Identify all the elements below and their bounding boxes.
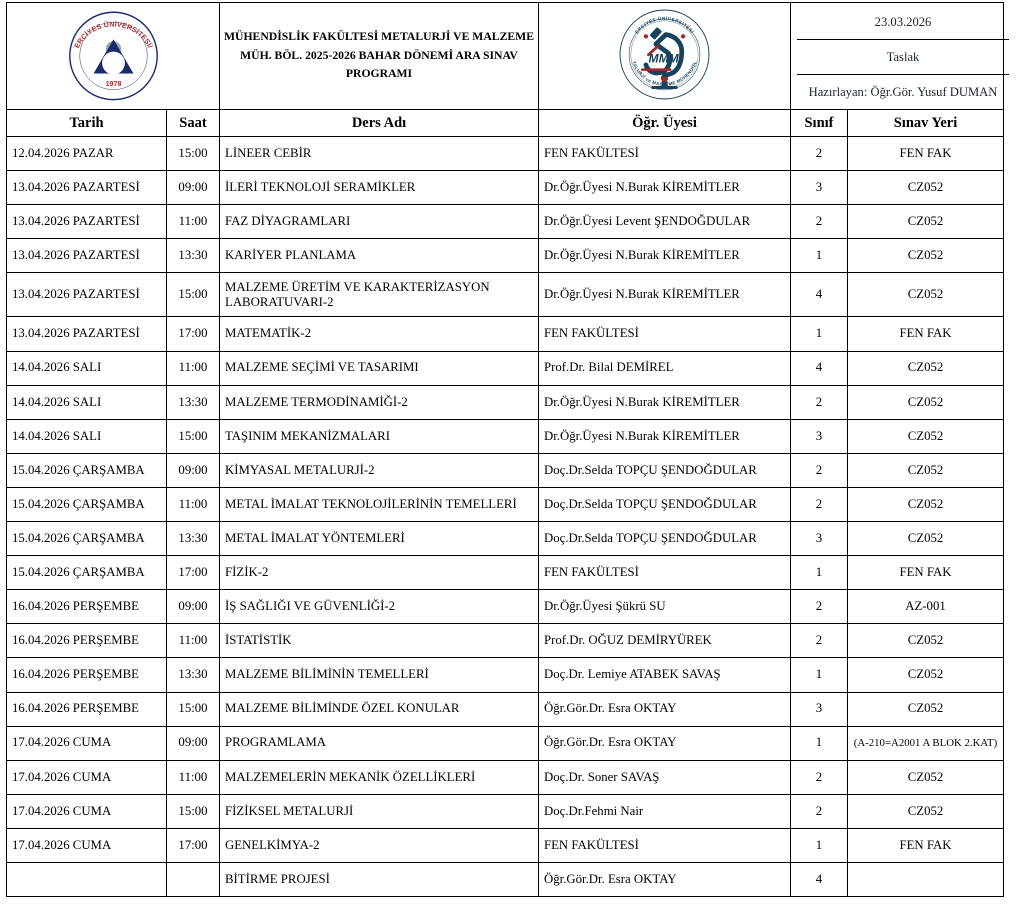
svg-text:MMM: MMM: [649, 51, 680, 65]
svg-text:ERCİYES ÜNİVERSİTESİ: ERCİYES ÜNİVERSİTESİ: [634, 14, 696, 34]
svg-text:1978: 1978: [105, 79, 121, 87]
